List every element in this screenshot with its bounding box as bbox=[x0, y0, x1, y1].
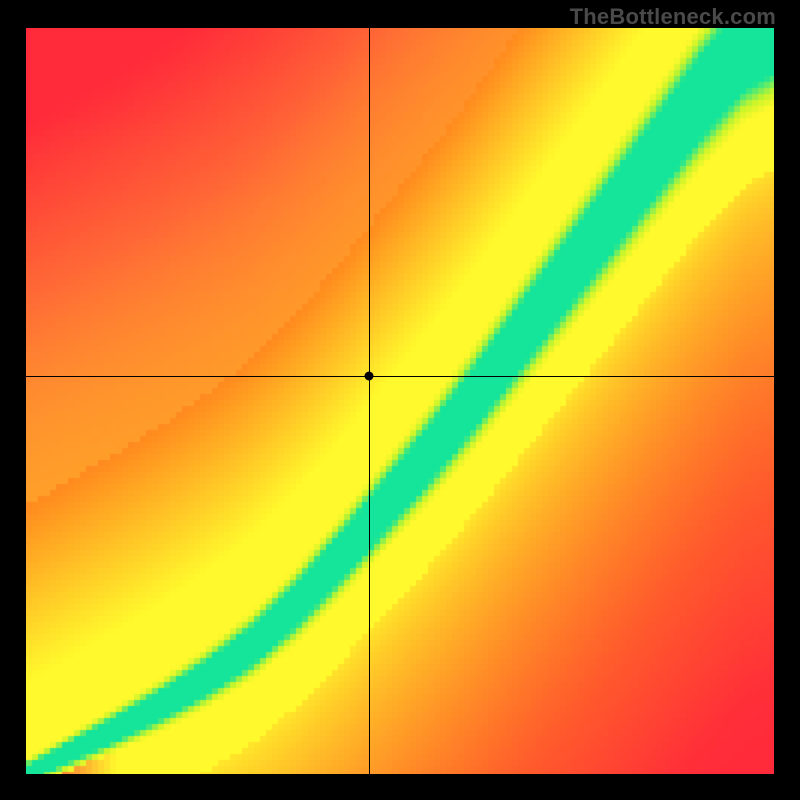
crosshair-marker[interactable] bbox=[364, 371, 373, 380]
heatmap-frame bbox=[26, 28, 774, 774]
heatmap-canvas bbox=[26, 28, 774, 774]
watermark-text: TheBottleneck.com bbox=[570, 4, 776, 30]
crosshair-vertical bbox=[369, 28, 370, 774]
crosshair-horizontal bbox=[26, 376, 774, 377]
